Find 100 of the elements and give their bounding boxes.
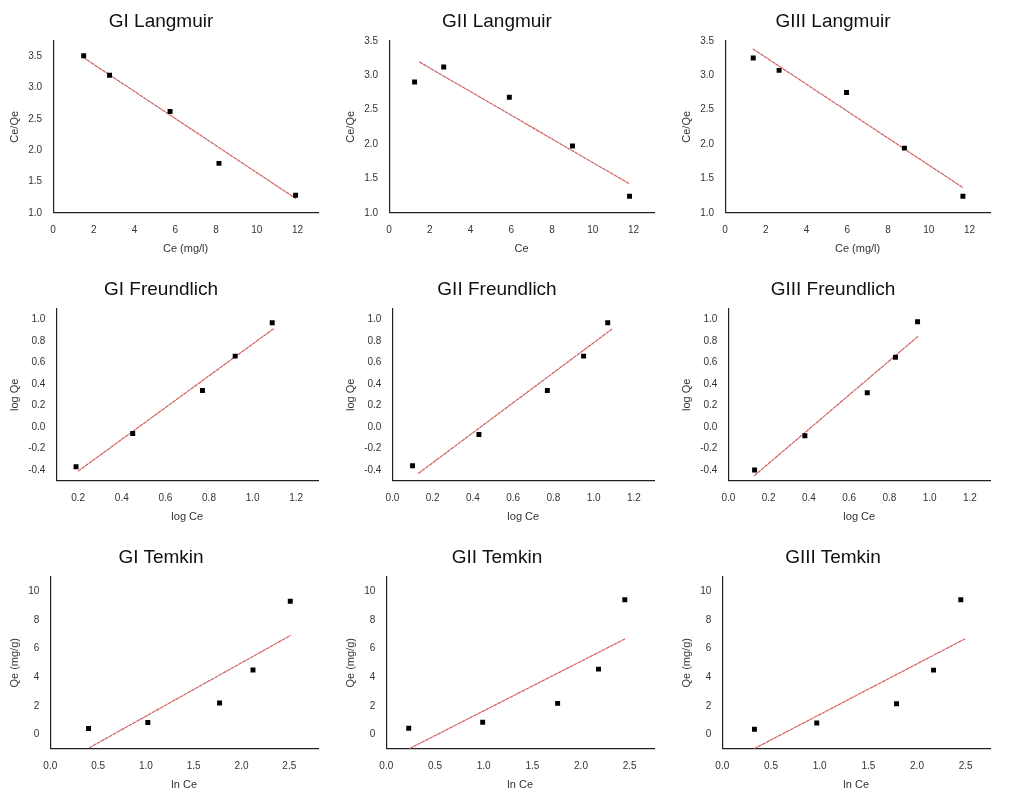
point bbox=[506, 94, 512, 100]
point bbox=[217, 700, 223, 706]
point bbox=[130, 431, 136, 436]
chart-title: GI Langmuir bbox=[108, 9, 214, 31]
y-tick-label: 1.0 bbox=[31, 313, 46, 325]
x-tick-label: 8 bbox=[885, 223, 892, 235]
y-tick-label: 8 bbox=[705, 613, 712, 625]
chart-title: GII Freundlich bbox=[437, 277, 557, 299]
x-tick-label: 0.4 bbox=[114, 491, 130, 503]
y-tick-label: 1.0 bbox=[364, 206, 379, 218]
point bbox=[776, 67, 782, 73]
point bbox=[960, 193, 966, 199]
x-tick-label: 1.5 bbox=[525, 759, 540, 771]
point bbox=[958, 597, 964, 603]
point bbox=[412, 79, 418, 85]
x-tick-label: 2.5 bbox=[282, 759, 297, 771]
y-tick-label: 1.5 bbox=[28, 175, 43, 187]
x-axis-title: Ce bbox=[514, 242, 529, 255]
point bbox=[81, 53, 87, 59]
x-tick-label: 4 bbox=[803, 223, 810, 235]
point bbox=[931, 667, 937, 673]
x-tick-label: 1.2 bbox=[962, 491, 978, 503]
x-tick-label: 2.5 bbox=[958, 759, 974, 771]
x-tick-label: 0.6 bbox=[506, 491, 521, 503]
x-tick-label: 0 bbox=[50, 223, 57, 235]
x-tick-label: 2 bbox=[91, 223, 98, 235]
x-axis-title: log Ce bbox=[843, 510, 876, 523]
y-tick-label: 2.0 bbox=[700, 137, 715, 149]
y-axis-title: log Qe bbox=[679, 378, 692, 412]
point bbox=[752, 467, 758, 473]
y-tick-label: 2.0 bbox=[364, 137, 379, 149]
y-tick-label: 2.5 bbox=[28, 112, 43, 124]
x-axis-title: Ce (mg/l) bbox=[162, 242, 209, 255]
y-axis-title: Qe (mg/g) bbox=[679, 638, 692, 688]
x-tick-label: 12 bbox=[628, 223, 640, 235]
x-tick-label: 0.2 bbox=[71, 491, 86, 503]
y-tick-label: 0.8 bbox=[31, 334, 46, 346]
y-tick-label: 4 bbox=[33, 670, 40, 682]
y-tick-label: 0.2 bbox=[367, 399, 382, 411]
x-axis-title: ln Ce bbox=[507, 778, 534, 791]
y-tick-label: -0.2 bbox=[700, 442, 718, 454]
point bbox=[555, 700, 561, 706]
y-tick-label: 1.0 bbox=[700, 206, 715, 218]
point bbox=[844, 89, 850, 95]
x-tick-label: 0.6 bbox=[158, 491, 173, 503]
y-tick-label: 3.5 bbox=[28, 50, 43, 62]
x-axis-title: ln Ce bbox=[171, 778, 198, 791]
x-tick-label: 0.4 bbox=[801, 491, 817, 503]
x-tick-label: 6 bbox=[508, 223, 515, 235]
x-tick-label: 8 bbox=[213, 223, 220, 235]
point bbox=[73, 464, 79, 470]
y-tick-label: 1.5 bbox=[700, 172, 715, 184]
point bbox=[293, 192, 299, 198]
y-tick-label: 3.0 bbox=[700, 68, 715, 80]
point bbox=[892, 354, 898, 360]
chart-title: GIII Langmuir bbox=[775, 9, 892, 31]
y-tick-label: 4 bbox=[705, 670, 712, 682]
y-tick-label: 0 bbox=[33, 728, 40, 740]
chart-title: GII Temkin bbox=[451, 545, 543, 567]
x-tick-label: 1.0 bbox=[476, 759, 492, 771]
y-tick-label: 8 bbox=[369, 613, 376, 625]
x-tick-label: 1.2 bbox=[626, 491, 642, 503]
x-tick-label: 2.0 bbox=[910, 759, 925, 771]
x-tick-label: 0.0 bbox=[715, 759, 730, 771]
x-tick-label: 0.5 bbox=[764, 759, 779, 771]
x-axis-title: log Ce bbox=[507, 510, 540, 523]
point bbox=[915, 319, 921, 325]
y-tick-label: 1.0 bbox=[703, 313, 718, 325]
y-tick-label: 0.0 bbox=[367, 420, 382, 432]
chart-title: GIII Temkin bbox=[785, 545, 881, 567]
x-tick-label: 2.0 bbox=[574, 759, 589, 771]
y-tick-label: 10 bbox=[28, 584, 40, 596]
y-axis-title: Ce/Qe bbox=[343, 110, 356, 143]
x-tick-label: 2.5 bbox=[622, 759, 638, 771]
point bbox=[287, 598, 293, 604]
x-tick-label: 0.0 bbox=[379, 759, 394, 771]
point bbox=[216, 160, 222, 166]
x-tick-label: 1.5 bbox=[186, 759, 202, 771]
x-tick-label: 4 bbox=[467, 223, 474, 235]
point bbox=[86, 725, 92, 731]
point bbox=[751, 726, 757, 732]
x-tick-label: 1.2 bbox=[289, 491, 304, 503]
x-tick-label: 6 bbox=[172, 223, 179, 235]
y-tick-label: 6 bbox=[705, 642, 712, 654]
x-tick-label: 0 bbox=[386, 223, 393, 235]
y-axis-title: log Qe bbox=[7, 378, 20, 412]
y-tick-label: 0.8 bbox=[367, 334, 382, 346]
chart-title: GIII Freundlich bbox=[770, 277, 896, 299]
y-tick-label: 1.5 bbox=[364, 172, 379, 184]
y-axis-title: Qe (mg/g) bbox=[343, 638, 356, 688]
point bbox=[894, 701, 900, 707]
point bbox=[544, 388, 550, 393]
y-tick-label: 0.4 bbox=[367, 377, 382, 389]
y-tick-label: 2 bbox=[369, 699, 376, 711]
chart-title: GI Temkin bbox=[118, 545, 204, 567]
y-tick-label: 2.5 bbox=[700, 103, 715, 115]
x-tick-label: 8 bbox=[549, 223, 556, 235]
y-tick-label: 0.2 bbox=[31, 399, 46, 411]
x-tick-label: 10 bbox=[923, 223, 935, 235]
y-tick-label: 3.0 bbox=[364, 68, 379, 80]
